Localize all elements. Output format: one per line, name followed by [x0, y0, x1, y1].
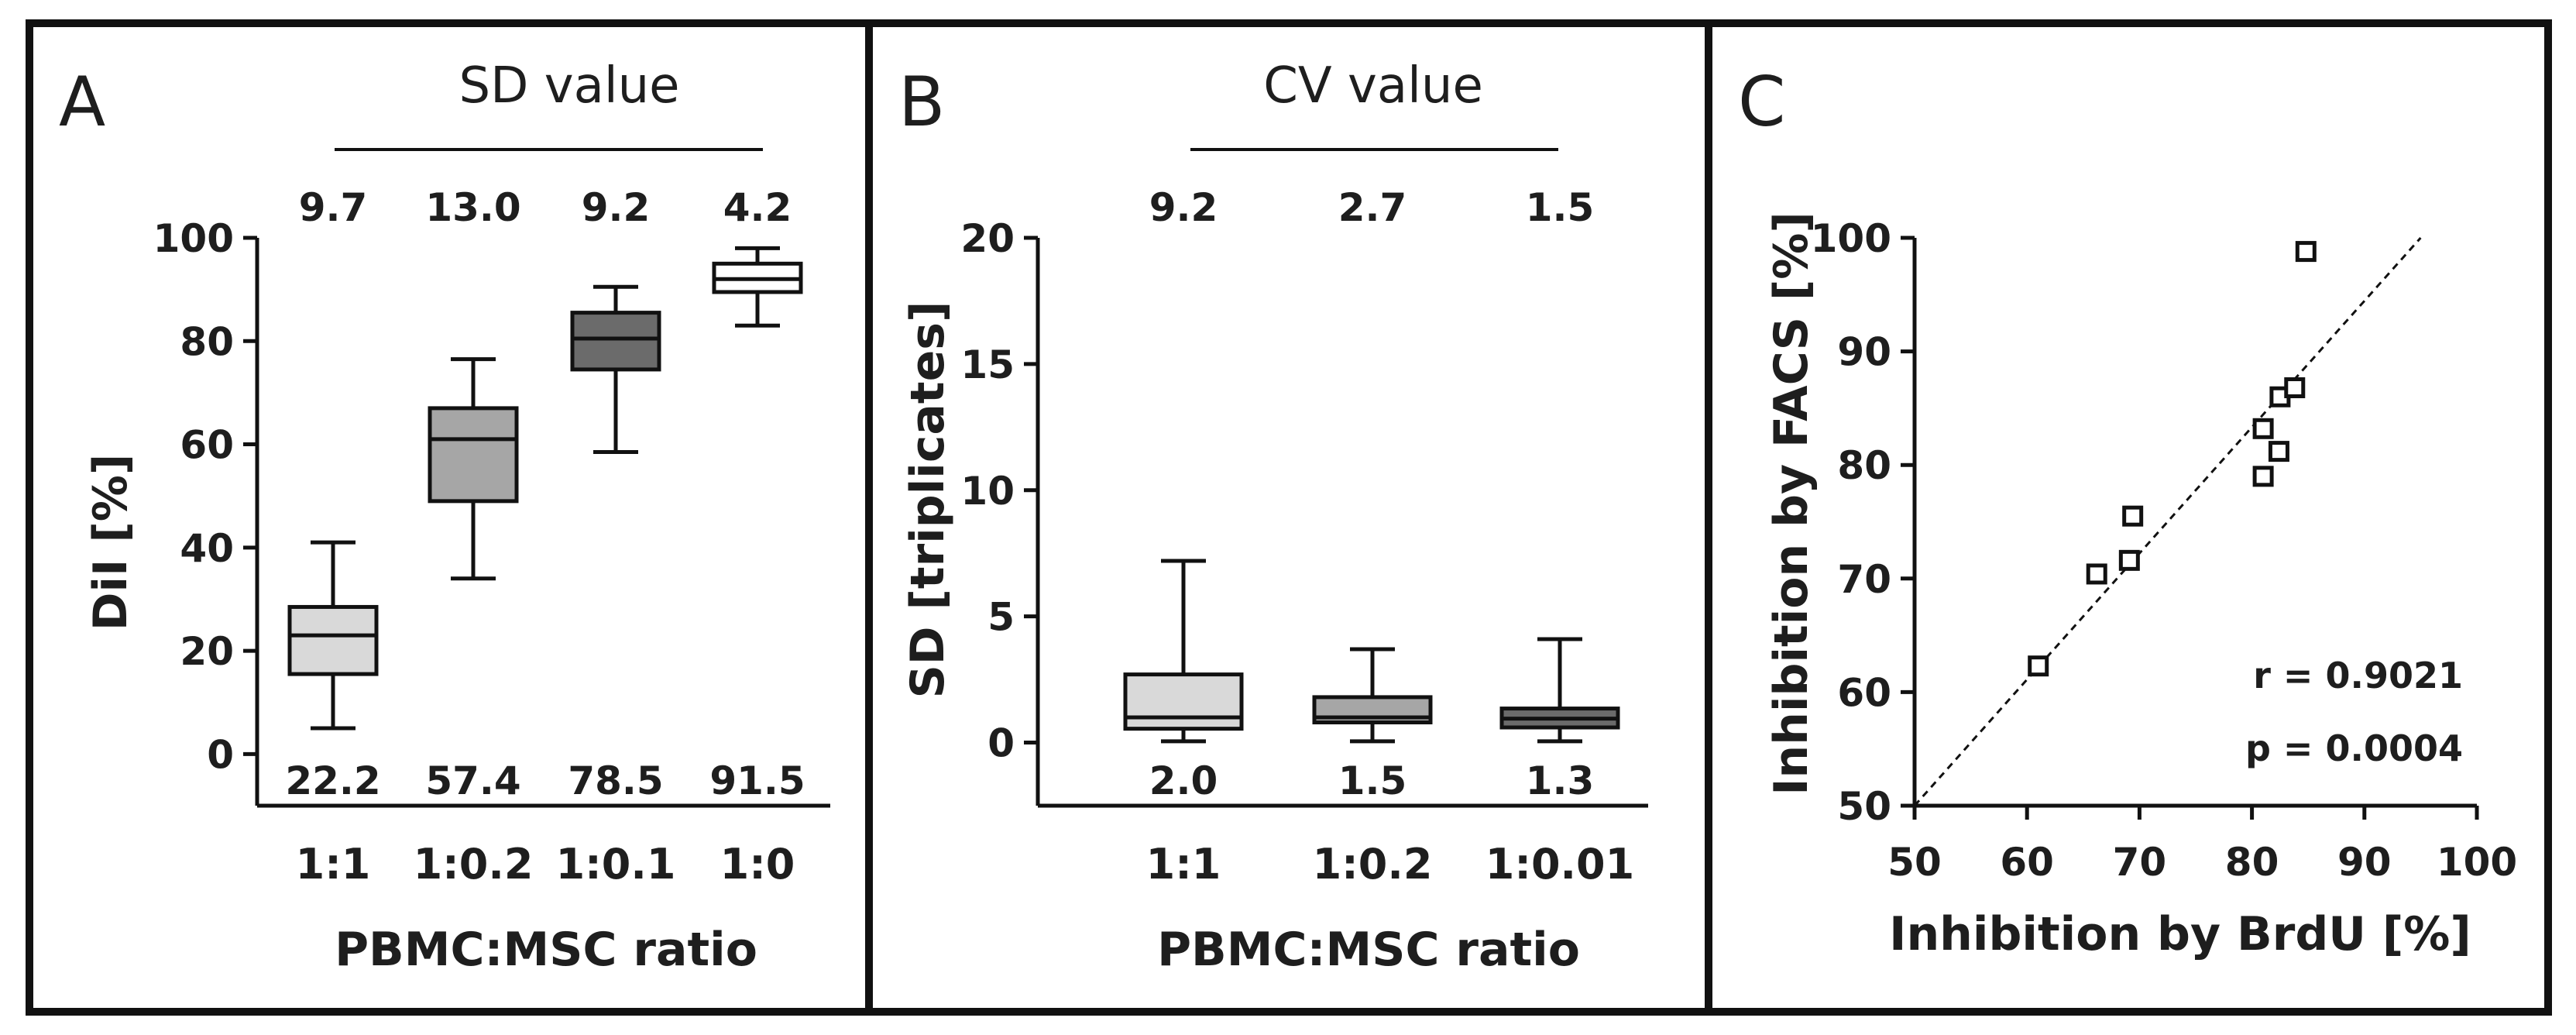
panel-c-y-tick-label: 50 — [1837, 784, 1891, 829]
panel-c-point — [2252, 418, 2274, 439]
panel-a-y-tick-label: 60 — [180, 423, 234, 468]
panel-c-x-tick-label: 60 — [2000, 840, 2054, 885]
panel-c-letter: C — [1738, 62, 1785, 142]
panel-a-y-tick-label: 80 — [180, 319, 234, 364]
panel-b-letter: B — [898, 62, 945, 142]
panel-a-top-label: 13.0 — [425, 185, 520, 230]
panel-c-r-value: r = 0.9021 — [2253, 655, 2463, 696]
panel-c-y-tick-label: 90 — [1837, 330, 1891, 375]
panel-a-y-tick-label: 100 — [153, 216, 234, 261]
panel-a-top-label: 4.2 — [723, 185, 792, 230]
panel-c-y-tick-label: 60 — [1837, 670, 1891, 715]
panel-c-fit-line — [1913, 237, 2422, 806]
panel-a-category-label: 1:0 — [720, 840, 795, 889]
panel-b-bottom-label: 1.5 — [1338, 758, 1407, 803]
panel-c-point — [2252, 466, 2274, 487]
panel-b-y-tick-label: 10 — [960, 469, 1015, 514]
panel-c-p-value: p = 0.0004 — [2245, 727, 2463, 769]
panel-b-y-tick-label: 20 — [960, 216, 1015, 261]
panel-a-bottom-label: 91.5 — [709, 758, 805, 803]
panel-b-y-tick-label: 15 — [960, 342, 1015, 387]
panel-c-x-tick-label: 80 — [2225, 840, 2279, 885]
panel-a-category-label: 1:1 — [296, 840, 371, 889]
panel-b-xlabel: PBMC:MSC ratio — [1157, 923, 1580, 977]
panel-c-frame — [1705, 19, 2552, 1016]
panel-b-header: CV value — [1263, 57, 1483, 115]
panel-a-y-tick-label: 40 — [180, 526, 234, 571]
panel-b-ylabel: SD [triplicates] — [901, 301, 955, 699]
panel-c-point — [2086, 563, 2107, 585]
panel-c-point — [2295, 241, 2317, 263]
panel-a-box — [287, 604, 379, 676]
panel-b-bottom-label: 2.0 — [1149, 758, 1218, 803]
panel-a-ylabel: DiI [%] — [84, 454, 138, 631]
panel-c-point — [2118, 549, 2140, 571]
panel-a-header: SD value — [459, 57, 679, 115]
panel-a-y-tick-label: 20 — [180, 629, 234, 674]
panel-b-plot: 0 5 10 15 20 9.2 2.0 1:1 2.7 1.5 1:0.2 1.5 1.3 1:0.01 — [960, 185, 1648, 889]
panel-b-top-label: 9.2 — [1149, 185, 1218, 230]
panel-c-point — [2284, 377, 2306, 399]
panel-b-box — [1123, 672, 1244, 731]
panel-a-top-label: 9.7 — [299, 185, 368, 230]
panel-c-point — [2028, 655, 2049, 677]
panel-a-top-label: 9.2 — [582, 185, 651, 230]
panel-c-y-tick-label: 100 — [1811, 216, 1891, 261]
panel-c-x-tick-label: 90 — [2337, 840, 2392, 885]
panel-a-letter: A — [59, 62, 105, 142]
panel-a-bottom-label: 57.4 — [425, 758, 520, 803]
panel-a-category-label: 1:0.2 — [414, 840, 534, 889]
panel-b-category-label: 1:1 — [1146, 840, 1221, 889]
panel-b-bottom-label: 1.3 — [1526, 758, 1595, 803]
panel-c-point — [2122, 505, 2144, 527]
panel-b-y-tick-label: 0 — [987, 721, 1015, 766]
panel-a-box — [570, 311, 661, 372]
panel-b-category-label: 1:0.2 — [1313, 840, 1433, 889]
panel-a-xlabel: PBMC:MSC ratio — [335, 923, 757, 977]
panel-b-top-label: 2.7 — [1338, 185, 1407, 230]
panel-b-category-label: 1:0.01 — [1485, 840, 1634, 889]
panel-c-plot: 50 60 70 80 90 100 50 60 70 80 90 100 — [1811, 216, 2518, 885]
panel-a-bottom-label: 78.5 — [568, 758, 663, 803]
panel-b-y-tick-label: 5 — [987, 595, 1015, 640]
panel-c-xlabel: Inhibition by BrdU [%] — [1889, 907, 2471, 961]
panel-a-box — [428, 406, 519, 504]
panel-a-plot: 0 20 40 60 80 100 9.7 22.2 1:1 13.0 57.4 1:0.2 9.2 78… — [153, 185, 830, 889]
panel-c-y-tick-label: 80 — [1837, 443, 1891, 488]
panel-c-x-tick-label: 50 — [1887, 840, 1942, 885]
panel-c-y-tick-label: 70 — [1837, 557, 1891, 602]
panel-a-bottom-label: 22.2 — [285, 758, 380, 803]
panel-b-top-label: 1.5 — [1526, 185, 1595, 230]
panel-c-x-tick-label: 100 — [2437, 840, 2517, 885]
panel-c-x-tick-label: 70 — [2113, 840, 2167, 885]
panel-c-point — [2268, 441, 2289, 462]
panel-a-y-tick-label: 0 — [207, 732, 234, 777]
panel-c-ylabel: Inhibition by FACS [%] — [1764, 211, 1819, 796]
panel-a-category-label: 1:0.1 — [556, 840, 676, 889]
